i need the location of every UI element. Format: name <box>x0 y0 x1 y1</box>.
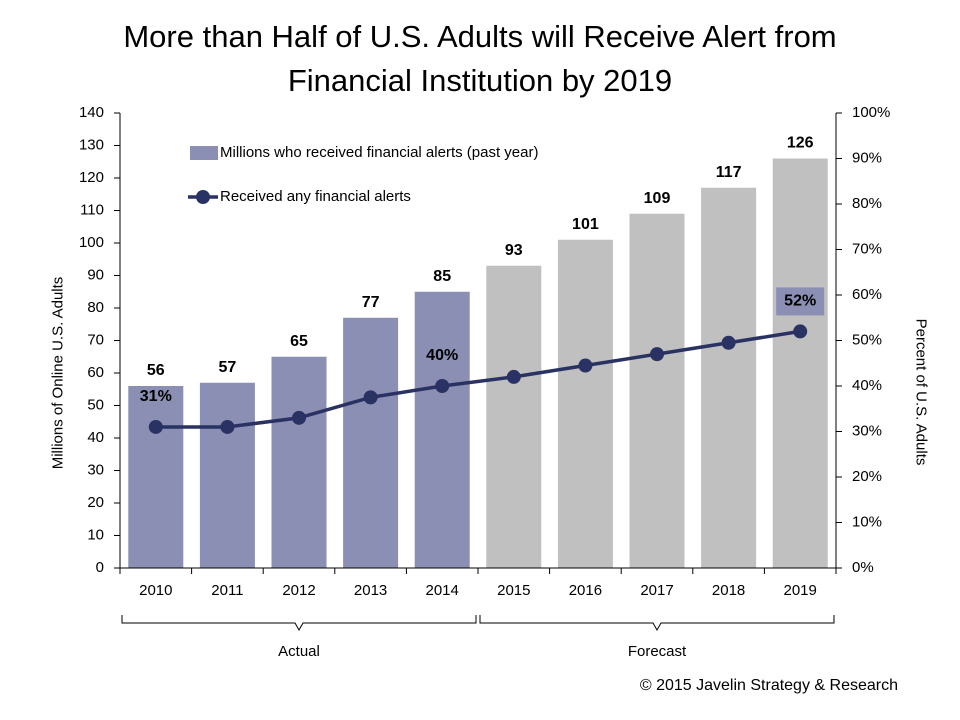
y2-tick-label-60pct: 60% <box>852 286 882 303</box>
chart-title-line1: More than Half of U.S. Adults will Recei… <box>123 19 837 54</box>
x-tick-label-2015: 2015 <box>497 582 530 599</box>
bar-value-label-2015: 93 <box>505 242 523 259</box>
legend-label-line: Received any financial alerts <box>220 188 411 205</box>
y-tick-label-80: 80 <box>87 299 104 316</box>
bar-value-label-2018: 117 <box>716 164 742 181</box>
x-tick-label-2013: 2013 <box>354 582 387 599</box>
line-point-2012 <box>292 410 306 425</box>
chart-title-line2: Financial Institution by 2019 <box>287 63 673 98</box>
bar-value-label-2017: 109 <box>644 190 671 207</box>
group-label-actual: Actual <box>278 643 320 660</box>
bar-2017 <box>629 213 685 568</box>
bar-2010 <box>128 386 184 568</box>
x-tick-label-2019: 2019 <box>784 582 817 599</box>
line-point-2015 <box>506 369 521 384</box>
bar-value-label-2019: 126 <box>787 135 814 152</box>
legend-swatch-bars <box>190 146 218 160</box>
x-tick-label-2018: 2018 <box>712 582 745 599</box>
y2-tick-label-70pct: 70% <box>852 240 882 257</box>
y-tick-label-30: 30 <box>87 461 104 478</box>
line-point-2014 <box>435 379 450 393</box>
y-tick-label-10: 10 <box>87 526 104 543</box>
line-point-2011 <box>220 419 235 434</box>
line-value-label-2010: 31% <box>140 388 172 405</box>
y2-tick-label-80pct: 80% <box>852 195 882 212</box>
bar-2011 <box>199 382 255 568</box>
x-tick-label-2010: 2010 <box>139 582 172 599</box>
x-tick-label-2014: 2014 <box>426 582 459 599</box>
line-point-2013 <box>363 390 378 405</box>
bar-2013 <box>343 317 399 568</box>
y-tick-label-130: 130 <box>79 136 104 153</box>
line-point-2016 <box>578 358 593 373</box>
y-tick-label-140: 140 <box>79 104 104 121</box>
bar-value-label-2011: 57 <box>219 359 237 376</box>
bar-value-label-2014: 85 <box>433 268 451 285</box>
line-point-2010 <box>148 419 163 434</box>
copyright-text: © 2015 Javelin Strategy & Research <box>639 677 898 694</box>
y-tick-label-120: 120 <box>79 169 104 186</box>
y2-tick-label-90pct: 90% <box>852 149 882 166</box>
y2-tick-label-30pct: 30% <box>852 422 882 439</box>
line-series-received-alerts <box>155 329 801 429</box>
x-tick-label-2017: 2017 <box>640 582 673 599</box>
line-point-2017 <box>650 347 664 362</box>
x-tick-label-2011: 2011 <box>211 582 243 599</box>
group-brace-forecast <box>479 615 835 632</box>
bar-value-label-2013: 77 <box>362 294 380 311</box>
bar-value-label-2016: 101 <box>572 216 599 233</box>
y2-tick-label-100pct: 100% <box>852 104 890 121</box>
bar-value-label-2012: 65 <box>290 333 308 350</box>
y-tick-label-60: 60 <box>87 364 104 381</box>
bar-value-label-2010: 56 <box>147 362 165 379</box>
y-tick-label-90: 90 <box>87 266 104 283</box>
bar-2016 <box>557 239 613 568</box>
y-tick-label-110: 110 <box>80 201 104 218</box>
y-tick-label-20: 20 <box>87 494 104 511</box>
y-tick-label-40: 40 <box>87 429 104 446</box>
line-point-2018 <box>721 335 736 350</box>
line-value-label-2014: 40% <box>426 347 458 364</box>
y2-tick-label-40pct: 40% <box>852 377 882 394</box>
y2-tick-label-10pct: 10% <box>852 513 882 530</box>
y-tick-label-100: 100 <box>79 234 104 251</box>
y-tick-label-70: 70 <box>87 331 104 348</box>
legend-label-bars: Millions who received financial alerts (… <box>220 144 538 161</box>
group-label-forecast: Forecast <box>628 643 687 660</box>
bar-2019 <box>772 158 828 568</box>
y2-tick-label-50pct: 50% <box>852 331 882 348</box>
y-tick-label-50: 50 <box>87 396 104 413</box>
y2-tick-label-20pct: 20% <box>852 468 882 485</box>
x-tick-label-2012: 2012 <box>282 582 315 599</box>
legend-swatch-marker <box>196 190 210 204</box>
bar-2012 <box>271 356 327 568</box>
x-tick-label-2016: 2016 <box>569 582 602 599</box>
y2-tick-label-0pct: 0% <box>852 559 874 576</box>
bar-2015 <box>486 265 542 568</box>
line-value-label-2019: 52% <box>784 293 816 310</box>
group-brace-actual <box>121 615 477 632</box>
line-point-2019 <box>793 324 808 339</box>
y-tick-label-0: 0 <box>96 559 104 576</box>
bar-2014 <box>414 291 470 568</box>
bar-2018 <box>701 187 757 568</box>
pct-label-bg-2019 <box>776 287 825 316</box>
